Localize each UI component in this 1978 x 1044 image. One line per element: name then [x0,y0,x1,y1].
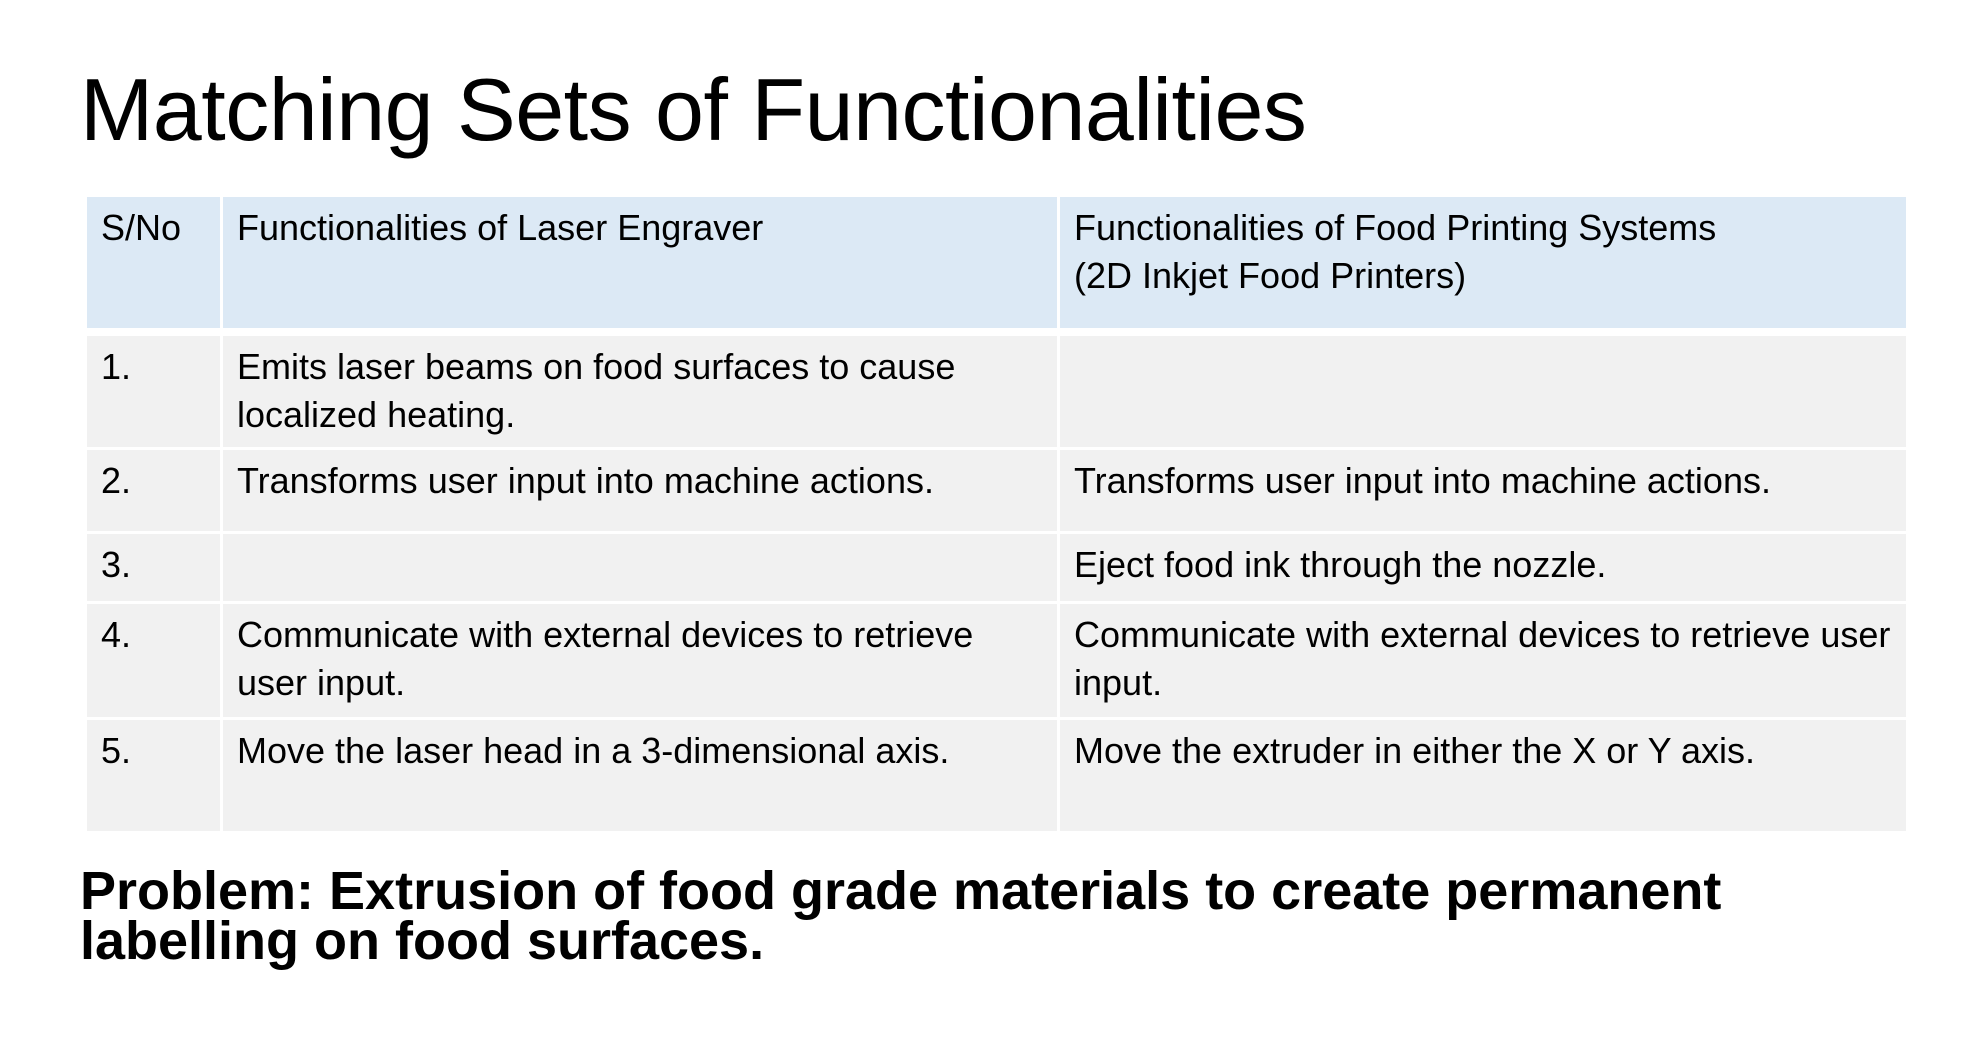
cell-food: Transforms user input into machine actio… [1057,447,1909,534]
table-row: 5. Move the laser head in a 3-dimensiona… [84,717,1909,834]
cell-laser [220,531,1060,604]
header-food-printing-line1: Functionalities of Food Printing Systems [1074,207,1717,248]
cell-laser: Communicate with external devices to ret… [220,601,1060,720]
cell-food: Communicate with external devices to ret… [1057,601,1909,720]
problem-statement: Problem: Extrusion of food grade materia… [80,861,1722,971]
cell-sno: 1. [84,330,223,450]
cell-sno: 3. [84,531,223,604]
table-row: 4. Communicate with external devices to … [84,601,1909,720]
functionality-table: S/No Functionalities of Laser Engraver F… [84,194,1909,834]
cell-laser: Move the laser head in a 3-dimensional a… [220,717,1060,834]
cell-laser: Emits laser beams on food surfaces to ca… [220,330,1060,450]
slide-title: Matching Sets of Functionalities [80,60,1307,159]
cell-food [1057,330,1909,450]
header-laser-engraver: Functionalities of Laser Engraver [220,194,1060,336]
table-row: 1. Emits laser beams on food surfaces to… [84,330,1909,450]
cell-sno: 5. [84,717,223,834]
cell-sno: 2. [84,447,223,534]
cell-sno: 4. [84,601,223,720]
cell-laser: Transforms user input into machine actio… [220,447,1060,534]
header-sno: S/No [84,194,223,336]
cell-food: Eject food ink through the nozzle. [1057,531,1909,604]
table-header-row: S/No Functionalities of Laser Engraver F… [84,194,1909,336]
header-food-printing: Functionalities of Food Printing Systems… [1057,194,1909,336]
header-food-printing-line2: (2D Inkjet Food Printers) [1074,255,1467,296]
cell-food: Move the extruder in either the X or Y a… [1057,717,1909,834]
table-row: 2. Transforms user input into machine ac… [84,447,1909,534]
table-row: 3. Eject food ink through the nozzle. [84,531,1909,604]
